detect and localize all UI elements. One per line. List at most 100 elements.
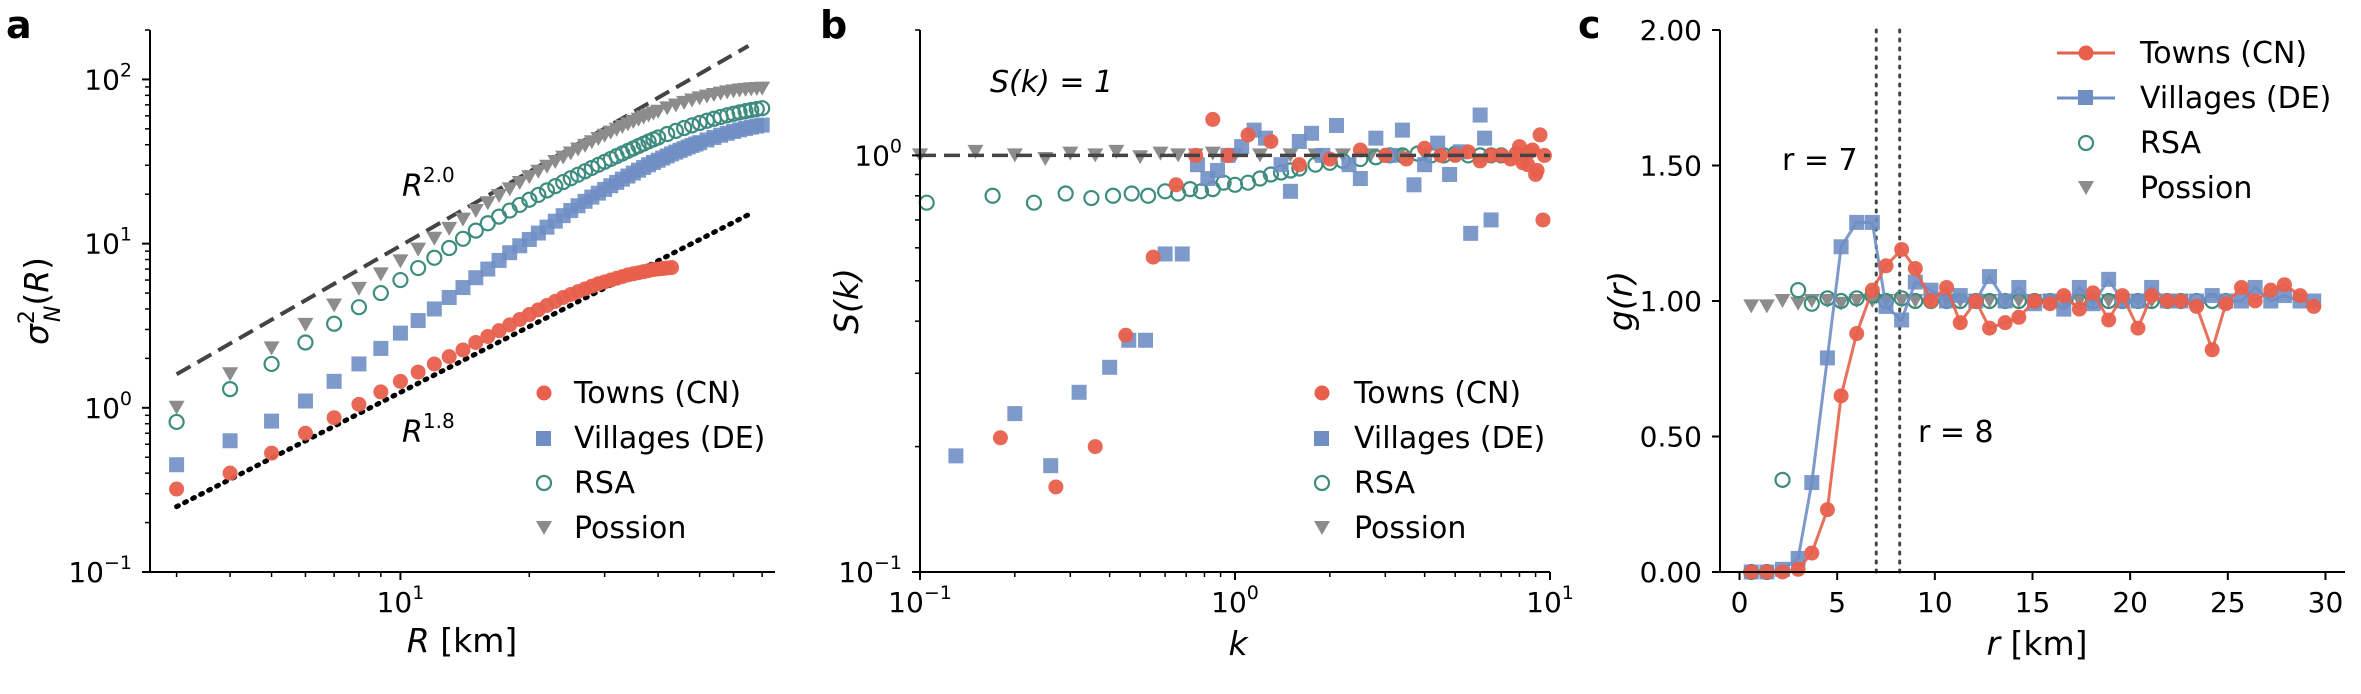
panel-b-point-towns	[1205, 112, 1220, 127]
panel-c: c 0.000.501.001.502.000 5 10 15 20 25 30 r [km…	[1578, 3, 2345, 663]
panel-b-point-villages	[1341, 157, 1356, 172]
legend-villages-marker	[2078, 90, 2093, 105]
panel-b-point-towns	[1146, 250, 1161, 265]
legend-rsa-marker	[537, 476, 551, 490]
panel-c-point-towns	[1894, 242, 1909, 257]
panel-b-y-tick-label: 10−1	[838, 552, 902, 589]
panel-c-point-villages	[1820, 350, 1835, 365]
panel-c-point-villages	[1998, 294, 2013, 309]
panel-c-point-towns	[1879, 258, 1894, 273]
legend-towns-marker	[1315, 386, 1330, 401]
panel-b-point-towns	[1417, 141, 1432, 156]
panel-a-point-rsa	[223, 382, 237, 396]
panel-c-point-villages	[2205, 288, 2220, 303]
panel-b-point-villages	[1274, 157, 1289, 172]
panel-b-point-towns	[1169, 177, 1184, 192]
panel-a-point-poisson	[441, 222, 457, 236]
panel-b-point-poisson	[1132, 150, 1148, 164]
panel-a-point-rsa	[669, 124, 683, 138]
legend-poisson-marker	[536, 521, 552, 535]
panel-c-point-towns	[2306, 299, 2321, 314]
panel-a-point-poisson	[491, 189, 507, 203]
panel-c-legend: Towns (CN) Villages (DE) RSA Possion	[2057, 36, 2331, 206]
panel-a-point-rsa	[352, 300, 366, 314]
vline-label-r8: r = 8	[1918, 415, 1994, 450]
panel-b-x-tick-label: 101	[1526, 582, 1574, 619]
panel-c-point-towns	[1849, 326, 1864, 341]
panel-c-point-towns	[1998, 315, 2013, 330]
panel-a-point-towns	[455, 342, 470, 357]
panel-b-point-villages	[1463, 226, 1478, 241]
panel-a-point-poisson	[326, 298, 342, 312]
vline-label-r7: r = 7	[1782, 143, 1858, 178]
panel-a-point-towns	[327, 410, 342, 425]
panel-a-y-tick-label: 102	[84, 59, 132, 96]
panel-b-point-villages	[1477, 131, 1492, 146]
panel-a-point-poisson	[410, 243, 426, 257]
panel-b-legend: Towns (CN) Villages (DE) RSA Possion	[1314, 376, 1545, 546]
panel-c-point-towns	[1804, 546, 1819, 561]
panel-c-point-poisson	[1759, 299, 1775, 313]
panel-a-point-rsa	[540, 183, 554, 197]
panel-a-label: a	[6, 3, 32, 47]
panel-a-y-tick-label: 100	[84, 388, 132, 425]
panel-b-point-rsa	[1059, 187, 1073, 201]
panel-c-point-towns	[2130, 321, 2145, 336]
panel-a-point-rsa	[374, 286, 388, 300]
panel-c-point-villages	[2072, 280, 2087, 295]
panel-b-point-villages	[1329, 118, 1344, 133]
panel-c-y-tick-label: 0.00	[1640, 556, 1702, 589]
panel-c-point-towns	[1908, 261, 1923, 276]
panel-a-reference-line-dotted	[177, 215, 749, 507]
panel-c-point-villages	[2011, 280, 2026, 295]
panel-c-point-villages	[1953, 288, 1968, 303]
panel-b-point-towns	[1509, 146, 1524, 161]
panel-a-point-villages	[298, 394, 313, 409]
panel-a-point-rsa	[411, 261, 425, 275]
panel-b-point-towns	[1263, 134, 1278, 149]
panel-c-x-tick-label: 10	[1917, 586, 1953, 619]
panel-a-point-villages	[373, 341, 388, 356]
panel-a-point-poisson	[455, 213, 471, 227]
panel-c-point-towns	[2218, 296, 2233, 311]
panel-b-point-villages	[1353, 171, 1368, 186]
panel-a-point-rsa	[170, 415, 184, 429]
panel-a-point-poisson	[222, 367, 238, 381]
panel-a-point-poisson	[426, 232, 442, 246]
panel-c-point-villages	[2101, 272, 2116, 287]
legend-towns-label: Towns (CN)	[1353, 376, 1521, 411]
legend-towns-marker	[2079, 46, 2094, 61]
panel-a-point-poisson	[468, 204, 484, 218]
panel-a-point-rsa	[492, 210, 506, 224]
panel-b-point-villages	[948, 448, 963, 463]
legend-rsa-label: RSA	[1354, 466, 1415, 501]
legend-rsa-marker	[2079, 136, 2093, 150]
panel-c-x-tick-label: 5	[1828, 586, 1846, 619]
panel-a-point-towns	[264, 446, 279, 461]
panel-c-y-tick-label: 1.50	[1640, 150, 1702, 183]
legend-poisson-label: Possion	[2140, 171, 2252, 206]
panel-c-point-poisson	[1743, 299, 1759, 313]
panel-a-point-towns	[223, 466, 238, 481]
panel-a-point-villages	[327, 374, 342, 389]
legend-villages-marker	[1314, 431, 1329, 446]
panel-b-point-villages	[1406, 177, 1421, 192]
panel-b-point-towns	[1535, 212, 1550, 227]
legend-poisson-label: Possion	[574, 511, 686, 546]
panel-c-point-villages	[1849, 215, 1864, 230]
panel-a-point-poisson	[351, 282, 367, 296]
panel-c-point-towns	[1939, 280, 1954, 295]
panel-a-point-rsa	[677, 121, 691, 135]
panel-c-point-villages	[1879, 299, 1894, 314]
panel-a-point-rsa	[660, 127, 674, 141]
legend-towns-label: Towns (CN)	[573, 376, 741, 411]
panel-c-point-towns	[1968, 294, 1983, 309]
panel-a-ylabel: σ2N(R)	[15, 257, 66, 345]
panel-b-point-towns	[993, 430, 1008, 445]
panel-a-point-rsa	[442, 241, 456, 255]
panel-b-point-villages	[1417, 157, 1432, 172]
panel-b-x-tick-label: 10−1	[888, 582, 952, 619]
panel-a-reference-line-dashed	[177, 46, 749, 374]
panel-a-ref-label-upper: R2.0	[402, 163, 455, 204]
panel-a-point-villages	[393, 326, 408, 341]
